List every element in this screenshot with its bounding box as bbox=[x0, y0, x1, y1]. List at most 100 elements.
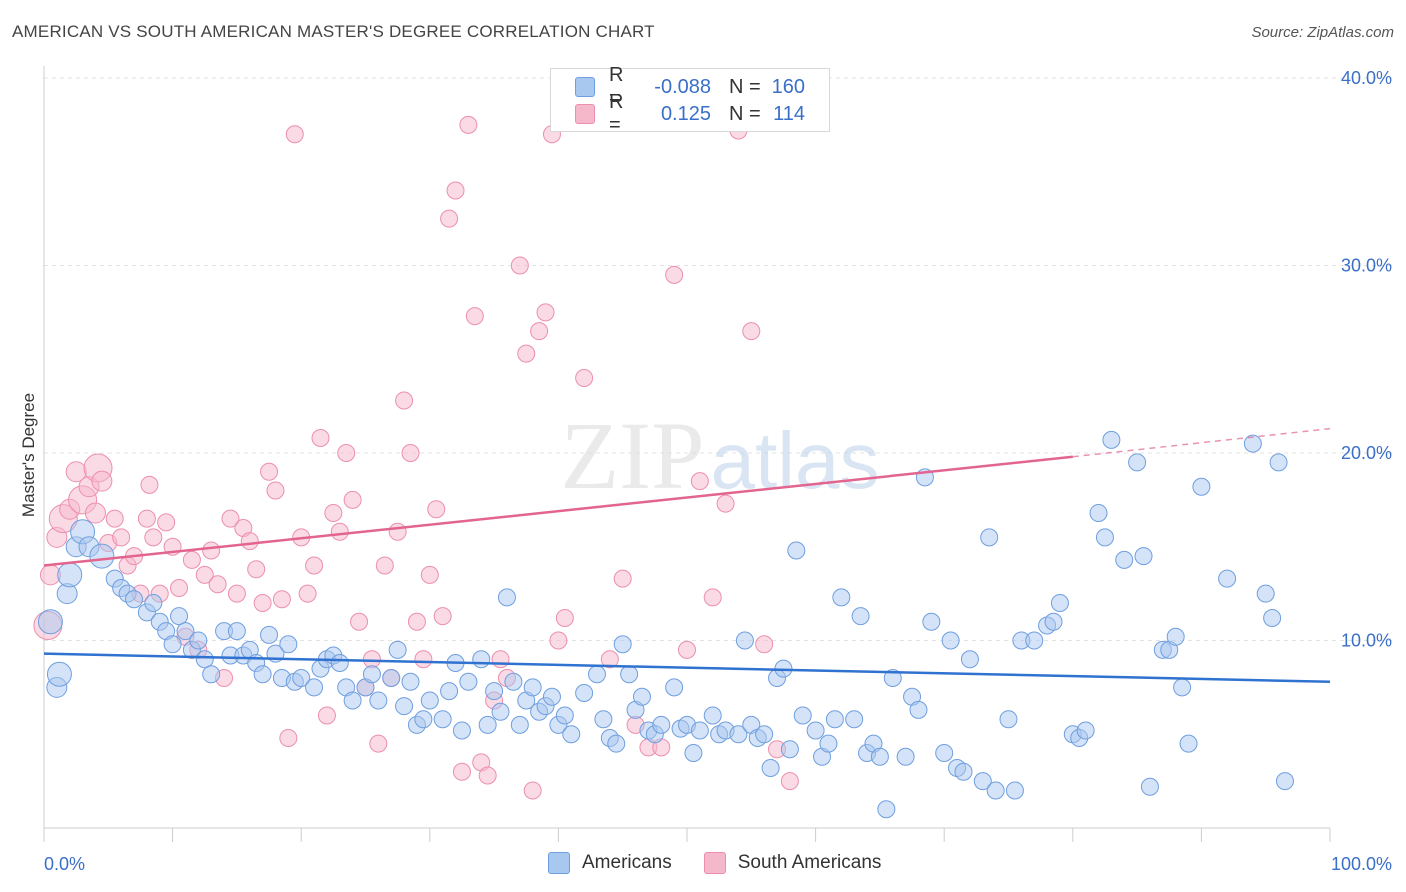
south-americans-point bbox=[285, 125, 304, 144]
americans-point bbox=[279, 635, 298, 654]
south-americans-point bbox=[105, 509, 124, 528]
south-americans-point bbox=[549, 631, 568, 650]
americans-point bbox=[305, 678, 324, 697]
americans-point bbox=[504, 672, 523, 691]
south-americans-point bbox=[401, 444, 420, 462]
south-americans-point bbox=[395, 391, 414, 410]
legend-r-value: -0.088 bbox=[654, 75, 711, 98]
bottom-legend-south-americans: South Americans bbox=[703, 852, 882, 874]
americans-point bbox=[253, 665, 272, 684]
south-americans-point bbox=[716, 494, 735, 513]
y-tick-label: 40.0% bbox=[1341, 68, 1392, 88]
americans-point bbox=[292, 669, 311, 687]
americans-point bbox=[388, 640, 407, 659]
south-americans-point bbox=[555, 609, 574, 627]
south-americans-point bbox=[433, 607, 452, 626]
americans-point bbox=[1218, 569, 1237, 588]
americans-point bbox=[755, 725, 774, 744]
americans-point bbox=[202, 665, 221, 684]
americans-point bbox=[1076, 721, 1095, 740]
y-tick-label: 30.0% bbox=[1341, 256, 1392, 276]
legend-r-value: 0.125 bbox=[660, 102, 711, 125]
americans-point bbox=[845, 710, 864, 729]
americans-point bbox=[922, 612, 941, 631]
americans-point bbox=[260, 625, 279, 644]
americans-point bbox=[478, 715, 497, 734]
south-americans-point bbox=[440, 209, 459, 228]
bottom-legend: Americans South Americans bbox=[548, 852, 913, 874]
legend-n-label: N = bbox=[729, 75, 761, 98]
americans-point bbox=[690, 721, 709, 740]
south-americans-point bbox=[170, 579, 189, 597]
south-americans-point bbox=[510, 256, 529, 275]
south-americans-point bbox=[157, 513, 176, 532]
americans-point bbox=[1128, 453, 1147, 472]
americans-point bbox=[819, 734, 838, 753]
chart-title: AMERICAN VS SOUTH AMERICAN MASTER'S DEGR… bbox=[12, 22, 655, 41]
south-americans-point bbox=[742, 322, 761, 341]
x-tick-label: 0.0% bbox=[44, 854, 85, 874]
americans-point bbox=[832, 588, 851, 607]
americans-point bbox=[1192, 477, 1211, 496]
americans-point bbox=[1134, 547, 1153, 566]
south-americans-point bbox=[272, 590, 291, 609]
south-americans-point bbox=[678, 640, 696, 659]
bottom-legend-americans: Americans bbox=[548, 852, 672, 874]
legend-n-label: N = bbox=[729, 102, 761, 125]
americans-point bbox=[433, 710, 452, 729]
tick-labels: 10.0% 20.0% 30.0% 40.0% 0.0% 100.0% bbox=[44, 68, 1392, 874]
y-tick-label: 20.0% bbox=[1341, 443, 1392, 463]
americans-point bbox=[877, 800, 896, 819]
south-americans-point bbox=[369, 734, 388, 753]
south-americans-point bbox=[240, 532, 259, 551]
americans-point bbox=[575, 684, 594, 702]
americans-point bbox=[1089, 504, 1108, 522]
americans-point bbox=[652, 715, 671, 734]
legend-swatch-pink bbox=[575, 104, 595, 124]
bottom-legend-label: South Americans bbox=[737, 852, 882, 873]
south-americans-point bbox=[298, 584, 317, 603]
south-americans-point bbox=[388, 522, 407, 541]
americans-point bbox=[189, 631, 208, 650]
americans-point bbox=[523, 678, 542, 697]
americans-point bbox=[587, 665, 606, 684]
x-tick-label: 100.0% bbox=[1331, 854, 1392, 874]
americans-point bbox=[1102, 430, 1121, 449]
south-americans-point bbox=[112, 528, 131, 547]
americans-point bbox=[941, 631, 960, 650]
americans-point bbox=[761, 759, 780, 777]
americans-point bbox=[57, 562, 83, 588]
americans-point bbox=[89, 543, 115, 569]
americans-point bbox=[883, 669, 902, 687]
south-americans-point bbox=[755, 635, 774, 654]
americans-point bbox=[703, 706, 722, 725]
americans-point bbox=[986, 781, 1005, 800]
americans-point bbox=[960, 650, 979, 669]
south-americans-point bbox=[600, 650, 619, 669]
south-americans-point bbox=[279, 729, 298, 747]
south-americans-point bbox=[140, 475, 159, 494]
americans-point bbox=[825, 710, 844, 729]
bottom-legend-swatch-pink bbox=[703, 852, 726, 874]
americans-point bbox=[542, 687, 561, 706]
legend: R = -0.088 N = 160 R = 0.125 N = 114 bbox=[550, 64, 830, 136]
americans-point bbox=[369, 691, 388, 710]
legend-swatch-blue bbox=[575, 77, 595, 97]
south-americans-point bbox=[337, 444, 356, 462]
americans-point bbox=[510, 715, 529, 734]
source-label: Source: ZipAtlas.com bbox=[1251, 24, 1394, 41]
south-americans-point bbox=[247, 560, 266, 579]
south-americans-point bbox=[780, 772, 799, 791]
south-americans-point bbox=[491, 650, 510, 669]
south-americans-point bbox=[613, 569, 632, 588]
americans-point bbox=[954, 762, 973, 781]
americans-point bbox=[452, 721, 471, 740]
legend-n-value: 114 bbox=[773, 102, 805, 125]
americans-point bbox=[973, 772, 992, 791]
americans-point bbox=[362, 665, 381, 684]
americans-point bbox=[632, 687, 651, 706]
legend-r-label: R = bbox=[609, 91, 624, 136]
south-americans-trend-line bbox=[43, 455, 1073, 567]
axes bbox=[43, 66, 1331, 842]
south-americans-point bbox=[343, 490, 362, 509]
